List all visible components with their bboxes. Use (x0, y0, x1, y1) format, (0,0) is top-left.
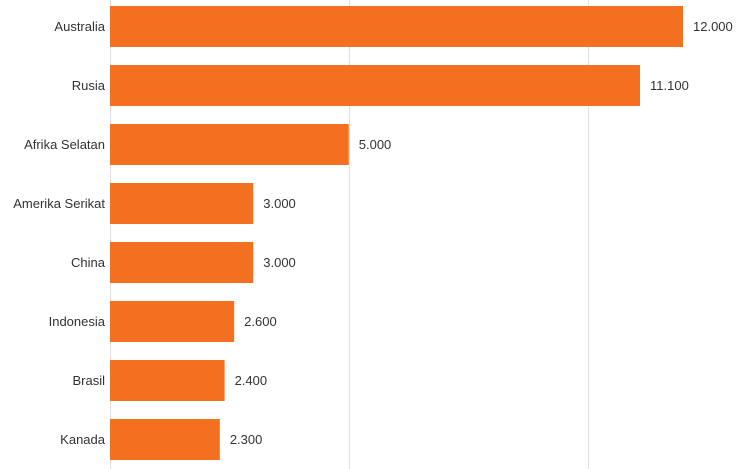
category-label-2: Afrika Selatan (24, 137, 105, 152)
value-label-2: 5.000 (359, 137, 392, 152)
category-label-3: Amerika Serikat (13, 196, 105, 211)
value-label-6: 2.400 (235, 373, 268, 388)
bar-1 (110, 65, 641, 106)
value-label-5: 2.600 (244, 314, 277, 329)
value-label-7: 2.300 (230, 432, 263, 447)
category-label-7: Kanada (60, 432, 106, 447)
bar-0 (110, 6, 683, 47)
value-label-1: 11.100 (650, 78, 689, 93)
category-label-1: Rusia (72, 78, 106, 93)
bar-7 (110, 419, 220, 460)
bar-3 (110, 183, 254, 224)
value-label-0: 12.000 (693, 19, 733, 34)
bar-4 (110, 242, 254, 283)
bar-6 (110, 360, 225, 401)
category-label-5: Indonesia (49, 314, 106, 329)
bar-2 (110, 124, 349, 165)
category-label-4: China (71, 255, 106, 270)
value-label-3: 3.000 (263, 196, 296, 211)
category-labels: Australia Rusia Afrika Selatan Amerika Seri… (13, 19, 106, 447)
category-label-0: Australia (54, 19, 105, 34)
bars (110, 6, 683, 460)
bar-5 (110, 301, 235, 342)
value-labels: 12.000 11.100 5.000 3.000 3.000 2.600 2.400 2.3… (230, 19, 733, 447)
value-label-4: 3.000 (263, 255, 296, 270)
category-label-6: Brasil (72, 373, 105, 388)
